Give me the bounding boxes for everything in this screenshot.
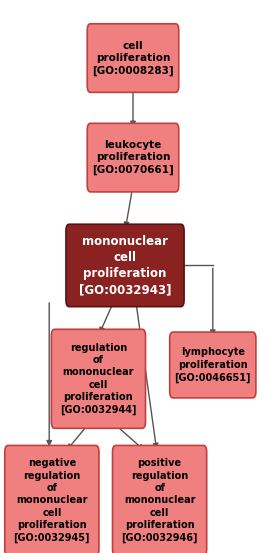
Text: positive
regulation
of
mononuclear
cell
proliferation
[GO:0032946]: positive regulation of mononuclear cell …	[121, 458, 198, 543]
FancyBboxPatch shape	[5, 446, 99, 553]
Text: leukocyte
proliferation
[GO:0070661]: leukocyte proliferation [GO:0070661]	[92, 140, 174, 175]
FancyBboxPatch shape	[170, 332, 256, 398]
Text: lymphocyte
proliferation
[GO:0046651]: lymphocyte proliferation [GO:0046651]	[174, 347, 251, 383]
FancyBboxPatch shape	[51, 330, 146, 429]
Text: negative
regulation
of
mononuclear
cell
proliferation
[GO:0032945]: negative regulation of mononuclear cell …	[14, 458, 90, 543]
FancyBboxPatch shape	[87, 24, 179, 92]
Text: regulation
of
mononuclear
cell
proliferation
[GO:0032944]: regulation of mononuclear cell prolifera…	[60, 343, 137, 415]
FancyBboxPatch shape	[87, 123, 179, 192]
Text: cell
proliferation
[GO:0008283]: cell proliferation [GO:0008283]	[92, 40, 174, 76]
FancyBboxPatch shape	[113, 446, 207, 553]
Text: mononuclear
cell
proliferation
[GO:0032943]: mononuclear cell proliferation [GO:00329…	[79, 235, 171, 296]
FancyBboxPatch shape	[66, 225, 184, 306]
